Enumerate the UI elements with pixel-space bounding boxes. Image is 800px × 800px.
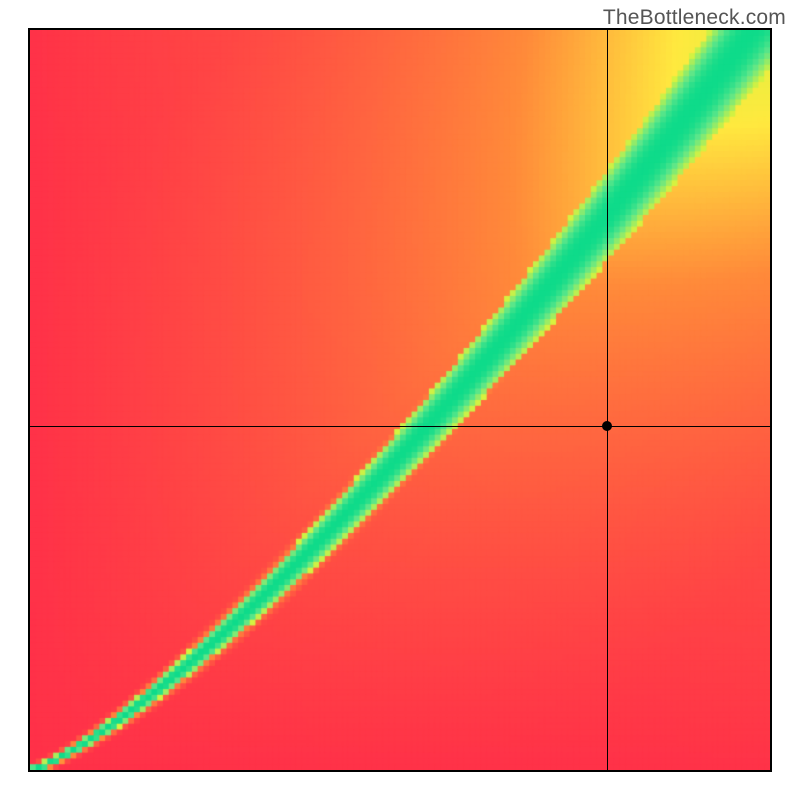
watermark-text: TheBottleneck.com: [603, 6, 786, 30]
heatmap-canvas: [30, 30, 770, 770]
crosshair-vertical: [607, 30, 608, 770]
crosshair-marker: [602, 421, 612, 431]
bottleneck-heatmap-chart: [30, 30, 770, 770]
crosshair-horizontal: [30, 426, 770, 427]
